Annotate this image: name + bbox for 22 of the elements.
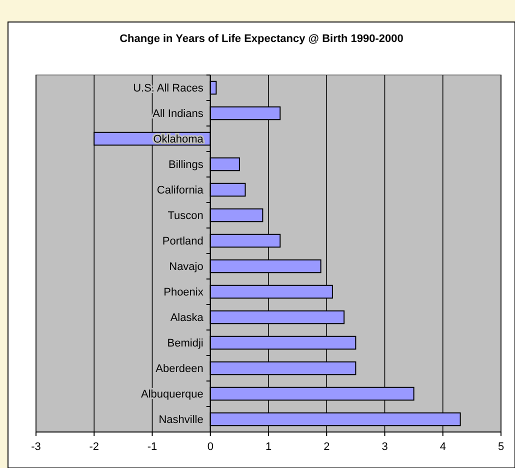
- y-tick-label: Billings: [168, 159, 204, 172]
- y-tick-label: Alaska: [170, 312, 204, 324]
- x-tick-label: 2: [324, 441, 330, 453]
- y-tick-label: California: [156, 184, 204, 197]
- chart-title: Change in Years of Life Expectancy @ Birth 1990-2000: [120, 33, 404, 45]
- x-tick-label: 1: [265, 441, 272, 453]
- y-tick-label: Nashville: [158, 414, 204, 426]
- y-tick-label: Portland: [162, 236, 204, 248]
- y-tick-label: Tuscon: [168, 210, 204, 222]
- y-tick-label: Phoenix: [164, 286, 204, 299]
- y-tick-label: Navajo: [169, 261, 204, 274]
- x-tick-label: 4: [440, 441, 446, 453]
- y-tick-label: Bemidji: [167, 338, 204, 350]
- x-tick-label: 3: [382, 441, 388, 453]
- x-tick-label: -1: [147, 441, 158, 453]
- x-tick-label: 5: [498, 441, 504, 453]
- y-tick-label: Aberdeen: [156, 363, 204, 376]
- x-tick-label: -3: [31, 441, 41, 453]
- y-tick-label: Oklahoma: [153, 134, 204, 146]
- y-tick-label: All Indians: [152, 108, 204, 120]
- x-tick-label: 0: [207, 441, 214, 453]
- x-tick-label: -2: [89, 441, 100, 453]
